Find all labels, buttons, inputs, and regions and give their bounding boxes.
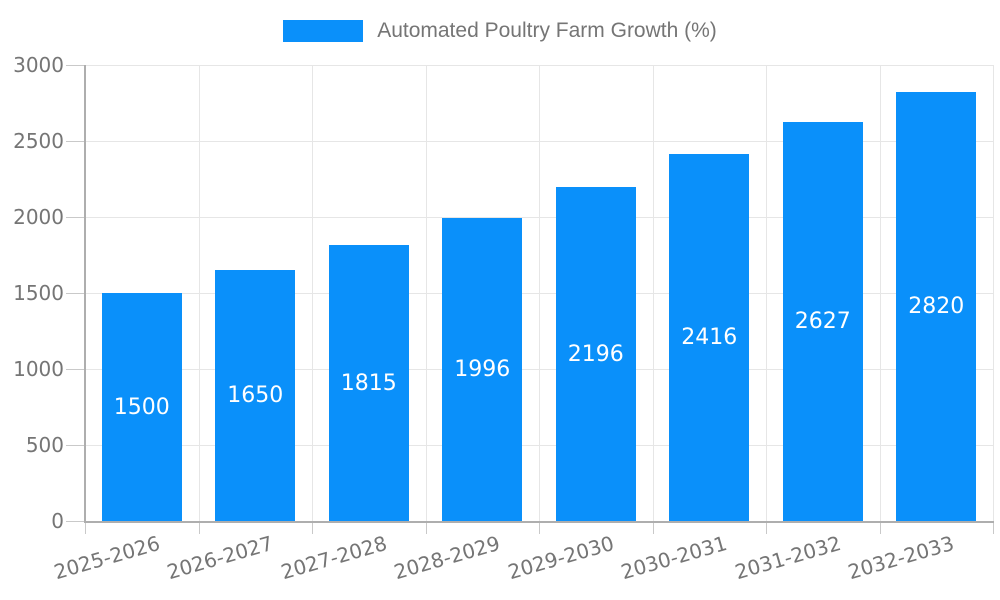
v-gridline xyxy=(539,65,540,521)
y-axis-tick xyxy=(66,521,85,522)
bar[interactable]: 2416 xyxy=(669,153,750,521)
v-gridline xyxy=(652,65,654,521)
x-tick-label: 2030-2031 xyxy=(618,531,730,585)
y-tick-label: 2500 xyxy=(13,129,64,153)
y-axis xyxy=(84,65,86,521)
v-gridline xyxy=(312,65,313,521)
bar-value-label: 2820 xyxy=(908,294,965,320)
bar-value-label: 2196 xyxy=(567,341,624,367)
legend-swatch xyxy=(283,20,364,42)
bar-value-label: 1650 xyxy=(227,383,284,409)
x-tick-label: 2025-2026 xyxy=(50,531,163,585)
x-axis-tick xyxy=(993,523,994,534)
x-axis-tick xyxy=(879,523,881,534)
y-tick-label: 2000 xyxy=(13,205,64,229)
bar-value-label: 2627 xyxy=(794,308,851,334)
bar[interactable]: 1650 xyxy=(215,270,296,521)
x-tick-label: 2026-2027 xyxy=(164,531,276,585)
bar[interactable]: 1500 xyxy=(101,293,182,521)
y-axis-tick xyxy=(66,293,85,294)
x-axis-tick xyxy=(85,523,86,534)
bar[interactable]: 2196 xyxy=(555,187,636,521)
bar-value-label: 2416 xyxy=(681,324,738,350)
bar[interactable]: 1996 xyxy=(442,217,523,521)
bar[interactable]: 1815 xyxy=(328,245,409,521)
v-gridline xyxy=(766,65,767,521)
x-axis-tick xyxy=(539,523,540,534)
y-axis-tick xyxy=(66,217,85,218)
x-axis-tick xyxy=(198,523,200,534)
x-axis xyxy=(84,521,994,523)
v-gridline xyxy=(425,65,427,521)
y-tick-label: 1000 xyxy=(13,357,64,381)
bar[interactable]: 2627 xyxy=(782,121,863,521)
x-tick-label: 2032-2033 xyxy=(845,531,957,585)
bar-value-label: 1500 xyxy=(113,394,170,420)
y-tick-label: 500 xyxy=(25,433,64,457)
v-gridline xyxy=(198,65,200,521)
v-gridline xyxy=(993,65,994,521)
x-axis-tick xyxy=(312,523,313,534)
x-tick-label: 2031-2032 xyxy=(731,531,844,585)
y-axis-tick xyxy=(66,445,85,446)
bar-value-label: 1815 xyxy=(340,370,397,396)
x-tick-label: 2027-2028 xyxy=(277,531,390,585)
bar[interactable]: 2820 xyxy=(896,92,977,521)
y-axis-tick xyxy=(66,65,85,66)
bar-value-label: 1996 xyxy=(454,356,511,382)
y-tick-label: 1500 xyxy=(13,281,64,305)
x-axis-tick xyxy=(425,523,427,534)
y-axis-tick xyxy=(66,141,85,142)
v-gridline xyxy=(879,65,881,521)
legend-label: Automated Poultry Farm Growth (%) xyxy=(377,19,717,42)
y-tick-label: 0 xyxy=(51,509,64,533)
x-axis-tick xyxy=(652,523,654,534)
chart-legend[interactable]: Automated Poultry Farm Growth (%) xyxy=(0,19,1000,43)
x-tick-label: 2029-2030 xyxy=(504,531,617,585)
x-tick-label: 2028-2029 xyxy=(391,531,503,585)
x-axis-tick xyxy=(766,523,767,534)
y-tick-label: 3000 xyxy=(13,53,64,77)
y-axis-tick xyxy=(66,369,85,370)
